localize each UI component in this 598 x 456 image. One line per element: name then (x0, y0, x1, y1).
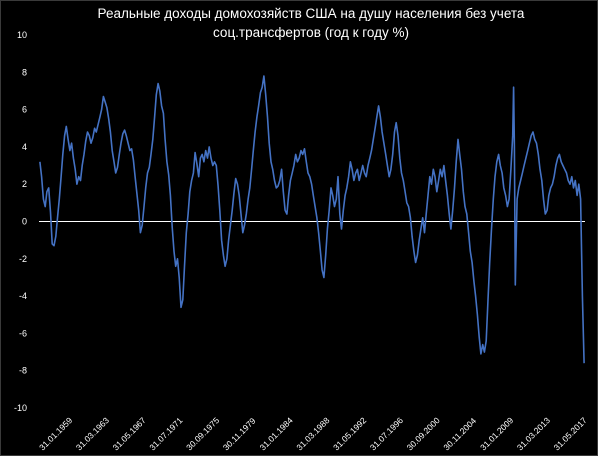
y-tick-label: 8 (22, 67, 27, 77)
x-tick-label: 31.05.2017 (552, 415, 589, 452)
y-tick-label: -4 (19, 291, 27, 301)
x-tick-label: 31.05.1992 (331, 415, 368, 452)
x-tick-label: 31.01.1959 (37, 415, 74, 452)
y-tick-label: 2 (22, 179, 27, 189)
x-tick-label: 31.03.2013 (515, 415, 552, 452)
y-tick-label: -8 (19, 366, 27, 376)
y-tick-label: 0 (22, 217, 27, 227)
y-tick-label: -6 (19, 328, 27, 338)
x-tick-label: 31.03.1988 (294, 415, 331, 452)
x-tick-label: 30.09.2000 (405, 415, 442, 452)
chart-title: Реальные доходы домохозяйств США на душу… (41, 4, 581, 42)
x-tick-label: 31.01.2009 (478, 415, 515, 452)
y-tick-label: -10 (14, 403, 27, 413)
y-tick-label: 6 (22, 105, 27, 115)
y-tick-label: 4 (22, 142, 27, 152)
x-tick-label: 30.11.1979 (221, 416, 258, 453)
series-group (39, 75, 585, 364)
x-tick-label: 31.07.1971 (147, 415, 184, 452)
x-tick-label: 31.05.1967 (111, 415, 148, 452)
x-tick-label: 30.11.2004 (441, 416, 478, 453)
series-line-0 (39, 75, 585, 364)
x-axis-ticks: 31.01.1959 31.03.1963 31.05.1967 31.07.1971… (37, 415, 589, 452)
y-tick-label: -2 (19, 254, 27, 264)
x-tick-label: 31.07.1996 (368, 415, 405, 452)
x-tick-label: 30.09.1975 (184, 415, 221, 452)
x-tick-label: 31.01.1984 (258, 415, 295, 452)
y-tick-label: 10 (17, 30, 27, 40)
y-axis-ticks: 10 8 6 4 2 0 -2 -4 -6 -8 -10 (14, 30, 27, 413)
x-tick-label: 31.03.1963 (74, 415, 111, 452)
chart-title-line-1: Реальные доходы домохозяйств США на душу… (97, 6, 525, 21)
chart-title-line-2: соц.трансфертов (год к году %) (213, 25, 409, 40)
